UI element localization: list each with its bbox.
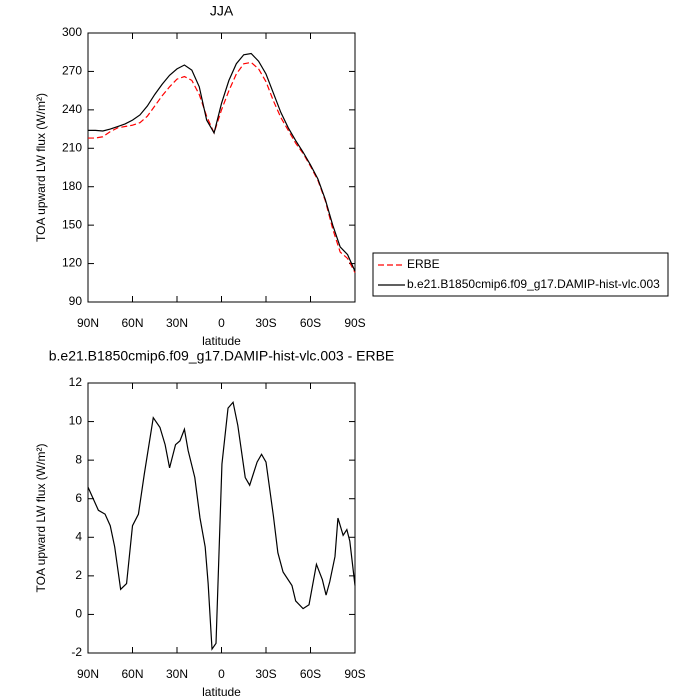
data-line	[87, 400, 356, 651]
y-tick-label: 240	[62, 102, 82, 116]
y-tick-label: 90	[69, 294, 83, 308]
plot-frame	[87, 382, 356, 654]
x-tick-label: 30N	[166, 316, 188, 330]
x-tick-label: 90S	[344, 667, 365, 681]
x-axis-label: latitude	[202, 334, 241, 348]
chart-title: JJA	[210, 3, 234, 19]
x-tick-label: 0	[218, 667, 225, 681]
y-tick-label: 150	[62, 217, 82, 231]
plot-frame	[87, 32, 356, 303]
legend-box	[372, 252, 669, 297]
x-axis-label: latitude	[202, 685, 241, 699]
legend-label: b.e21.B1850cmip6.f09_g17.DAMIP-hist-vlc.…	[407, 277, 660, 291]
x-tick-label: 0	[218, 316, 225, 330]
x-tick-label: 60S	[300, 316, 321, 330]
x-tick-label: 30S	[255, 316, 276, 330]
y-tick-label: 180	[62, 179, 82, 193]
x-tick-label: 30S	[255, 667, 276, 681]
y-tick-label: 270	[62, 64, 82, 78]
x-tick-label: 90S	[344, 316, 365, 330]
y-tick-label: 120	[62, 256, 82, 270]
x-tick-label: 30N	[166, 667, 188, 681]
y-axis-label: TOA upward LW flux (W/m²)	[34, 444, 48, 593]
x-tick-label: 60N	[121, 667, 143, 681]
y-tick-label: 12	[69, 375, 83, 389]
y-axis-label: TOA upward LW flux (W/m²)	[34, 93, 48, 242]
x-tick-label: 60N	[121, 316, 143, 330]
y-tick-label: 8	[75, 452, 82, 466]
y-tick-label: 6	[75, 491, 82, 505]
y-tick-label: 10	[69, 414, 83, 428]
y-tick-label: 4	[75, 529, 82, 543]
x-tick-label: 60S	[300, 667, 321, 681]
y-tick-label: -2	[71, 645, 82, 659]
data-line	[88, 52, 356, 272]
y-tick-label: 0	[75, 607, 82, 621]
chart-title: b.e21.B1850cmip6.f09_g17.DAMIP-hist-vlc.…	[49, 348, 395, 364]
data-line	[88, 61, 356, 273]
x-tick-label: 90N	[77, 316, 99, 330]
y-tick-label: 2	[75, 568, 82, 582]
y-tick-label: 210	[62, 140, 82, 154]
y-tick-label: 300	[62, 25, 82, 39]
x-tick-label: 90N	[77, 667, 99, 681]
legend-label: ERBE	[407, 257, 440, 271]
